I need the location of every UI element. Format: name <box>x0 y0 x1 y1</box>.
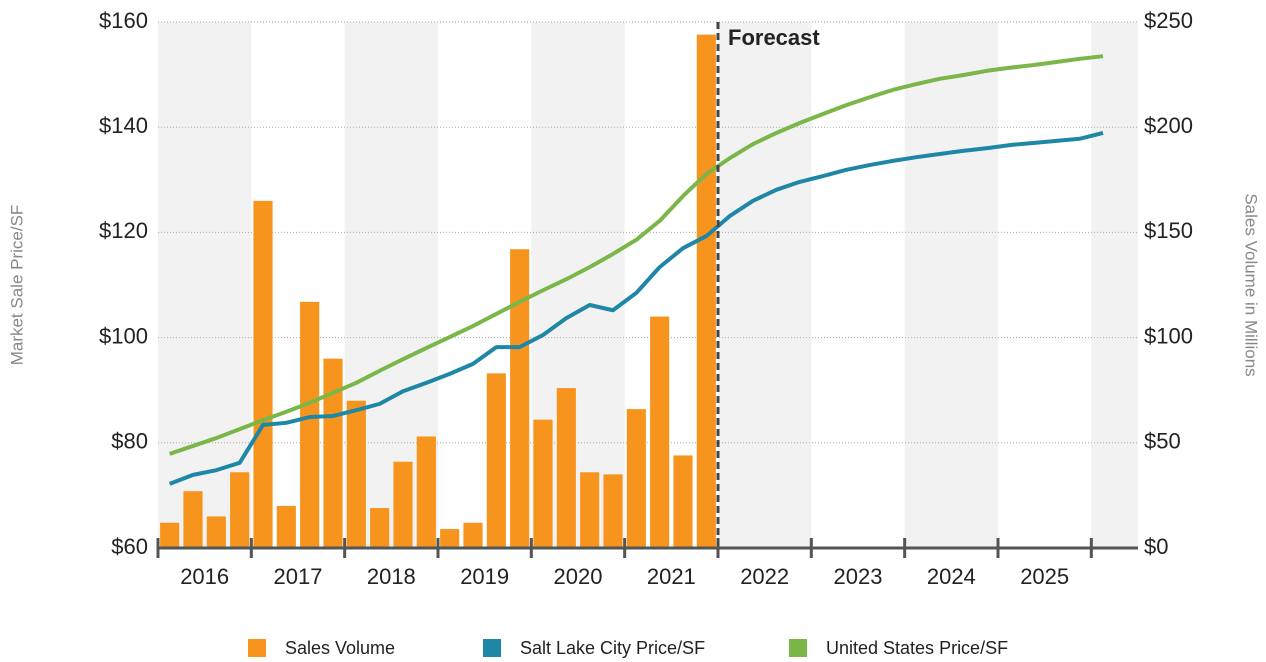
y-tick-label: $100 <box>99 323 148 348</box>
bar <box>673 455 693 548</box>
y-tick-label: $160 <box>99 8 148 33</box>
x-tick-label: 2022 <box>740 564 789 589</box>
y2-axis-title: Sales Volume in Millions <box>1242 193 1261 376</box>
bar <box>393 461 413 548</box>
bar <box>300 301 320 548</box>
x-tick-label: 2020 <box>554 564 603 589</box>
year-band <box>1091 22 1138 548</box>
bar <box>230 472 250 548</box>
y2-tick-label: $100 <box>1144 323 1193 348</box>
x-tick-label: 2021 <box>647 564 696 589</box>
y2-tick-label: $250 <box>1144 8 1193 33</box>
bar <box>486 373 506 548</box>
x-tick-label: 2017 <box>274 564 323 589</box>
y2-tick-label: $200 <box>1144 113 1193 138</box>
bar <box>346 400 366 548</box>
bar <box>276 505 296 548</box>
x-tick-label: 2016 <box>180 564 229 589</box>
x-tick-label: 2025 <box>1020 564 1069 589</box>
y-tick-label: $120 <box>99 218 148 243</box>
line <box>168 131 1104 486</box>
legend-label: United States Price/SF <box>826 638 1008 658</box>
bar <box>626 409 646 548</box>
background-bands <box>158 22 1138 548</box>
bar <box>556 388 576 548</box>
bar <box>533 419 553 548</box>
bar <box>206 516 226 548</box>
bar <box>253 200 273 548</box>
x-tick-label: 2019 <box>460 564 509 589</box>
legend-swatch <box>789 639 807 657</box>
y-tick-label: $140 <box>99 113 148 138</box>
bar <box>580 472 600 548</box>
y-tick-label: $80 <box>111 429 148 454</box>
bar <box>416 436 436 548</box>
year-band <box>158 22 252 548</box>
y-axis-title: Market Sale Price/SF <box>7 205 26 366</box>
x-tick-label: 2024 <box>927 564 976 589</box>
legend-swatch <box>483 639 501 657</box>
y-tick-label: $60 <box>111 534 148 559</box>
bar <box>696 34 716 548</box>
bar <box>323 358 343 548</box>
bar <box>183 491 203 548</box>
forecast-label: Forecast <box>728 25 820 50</box>
bar <box>440 529 460 548</box>
bar <box>463 522 483 548</box>
legend-label: Salt Lake City Price/SF <box>520 638 705 658</box>
x-tick-label: 2018 <box>367 564 416 589</box>
line <box>169 54 1104 456</box>
legend-label: Sales Volume <box>285 638 395 658</box>
year-band <box>718 22 812 548</box>
y2-tick-label: $0 <box>1144 534 1168 559</box>
bar <box>603 474 623 548</box>
x-tick-label: 2023 <box>834 564 883 589</box>
year-band <box>904 22 998 548</box>
y2-tick-label: $150 <box>1144 218 1193 243</box>
bar <box>370 508 390 548</box>
y2-tick-label: $50 <box>1144 429 1181 454</box>
legend-swatch <box>248 639 266 657</box>
bar <box>650 316 670 548</box>
bar <box>160 522 180 548</box>
bar <box>510 249 530 548</box>
